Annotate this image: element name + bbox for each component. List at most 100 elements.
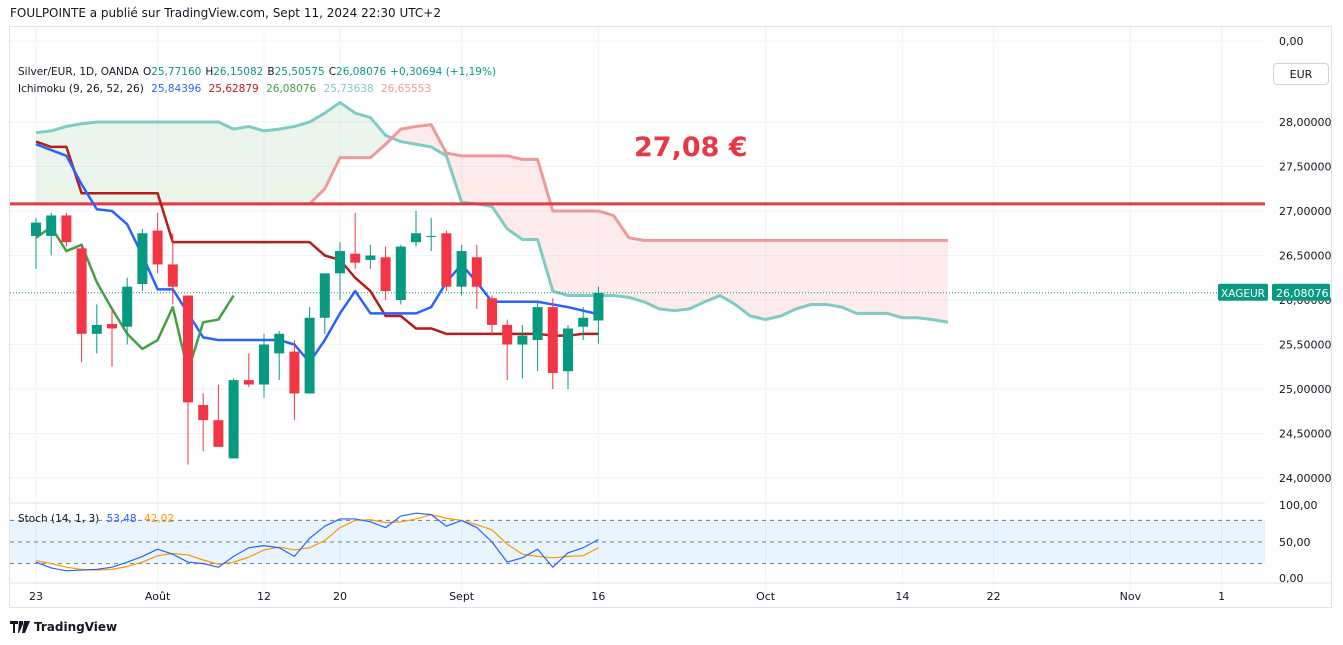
cloud-segment — [811, 240, 827, 305]
candle-body — [547, 307, 558, 373]
cloud-segment — [416, 124, 432, 147]
high-letter: H — [205, 66, 214, 78]
cloud-segment — [568, 211, 584, 296]
ichimoku-legend: Ichimoku (9, 26, 52, 26) 25,84396 25,628… — [18, 83, 435, 95]
cloud-segment — [659, 240, 675, 311]
candle-body — [517, 335, 528, 345]
price-axis-tick: 24,00000 — [1279, 472, 1332, 485]
cloud-segment — [81, 122, 97, 204]
stoch-k-line — [35, 512, 599, 572]
price-axis-tick: 27,50000 — [1279, 161, 1332, 174]
cloud-segment — [172, 122, 188, 204]
open-letter: O — [142, 66, 152, 78]
cloud-segment — [644, 240, 660, 309]
cloud-segment — [476, 155, 492, 207]
cloud-segment — [294, 122, 310, 204]
axes: 0,00 28,00000 27,50000 27,00000 26,50000 26,0… — [10, 35, 1332, 603]
symbol-tag-bg — [1218, 283, 1268, 301]
cloud-segment — [856, 240, 872, 314]
stoch-pane — [10, 502, 1265, 572]
cloud-segment — [932, 240, 948, 323]
span-b-value: 26,65553 — [380, 83, 432, 95]
candle-body — [198, 405, 209, 421]
candle-body — [593, 292, 604, 321]
ohlc-legend: Silver/EUR, 1D, OANDA O25,77160 H26,15082 B… — [18, 66, 500, 78]
candle-body — [46, 215, 57, 236]
price-axis-tick: 26,50000 — [1279, 250, 1332, 263]
candle-body — [411, 233, 421, 243]
candle-body — [167, 264, 178, 287]
candle-body — [122, 286, 133, 327]
cloud-segment — [917, 240, 933, 320]
time-axis-tick: Août — [145, 590, 171, 603]
cloud-segment — [841, 240, 857, 314]
low-value: 25,50575 — [274, 66, 325, 78]
cloud-segment — [552, 211, 568, 296]
cloud-segment — [188, 122, 204, 204]
chikou-span-line — [35, 225, 235, 373]
time-axis-tick: 1 — [1218, 590, 1225, 603]
candle-body — [243, 380, 254, 385]
cloud-segment — [628, 237, 644, 302]
footer: TradingView — [10, 620, 117, 634]
candle-body — [31, 222, 41, 236]
candle-body — [319, 273, 330, 318]
currency-button[interactable]: EUR — [1273, 63, 1329, 85]
cloud-segment — [355, 113, 371, 158]
cloud-segment — [735, 240, 751, 317]
low-letter: B — [267, 66, 275, 78]
cloud-segment — [127, 122, 143, 204]
cloud-segment — [142, 122, 158, 204]
candle-body — [350, 253, 361, 263]
candle-body — [471, 257, 482, 287]
time-axis-tick: 16 — [591, 590, 605, 603]
candle-body — [213, 420, 224, 447]
close-letter: C — [328, 66, 337, 78]
cloud-segment — [507, 155, 523, 240]
cloud-segment — [537, 159, 553, 292]
cloud-segment — [264, 129, 280, 204]
symbol-tag: XAGEUR — [1221, 288, 1265, 300]
time-axis-tick: 22 — [987, 590, 1001, 603]
cloud-segment — [324, 102, 340, 189]
cloud-segment — [720, 240, 736, 305]
price-axis-tick: 27,00000 — [1279, 205, 1332, 218]
candle-body — [61, 215, 72, 243]
candle-body — [395, 246, 406, 300]
candle-body — [137, 233, 148, 284]
time-axis-tick: 20 — [333, 590, 347, 603]
cloud-segment — [674, 240, 690, 311]
symbol-label: Silver/EUR, 1D, OANDA — [18, 66, 139, 78]
candle-body — [365, 255, 376, 260]
cloud-segment — [66, 123, 82, 204]
cloud-segment — [203, 122, 219, 204]
change-value: +0,30694 (+1,19%) — [390, 66, 497, 78]
cloud-segment — [157, 122, 173, 204]
time-axis-tick: 12 — [257, 590, 271, 603]
cloud-segment — [218, 122, 234, 204]
cloud-segment — [598, 211, 614, 296]
cloud-segment — [51, 126, 67, 204]
span-a-value: 25,73638 — [323, 83, 374, 95]
cloud-segment — [309, 113, 325, 204]
price-tag-bg — [1272, 283, 1330, 301]
cloud-segment — [765, 240, 781, 320]
candle-body — [502, 324, 513, 345]
publish-caption: FOULPOINTE a publié sur TradingView.com,… — [10, 6, 441, 20]
kijun-value: 25,62879 — [208, 83, 259, 95]
candle-body — [532, 307, 543, 341]
candle-body — [274, 333, 285, 354]
candle-body — [289, 351, 300, 394]
candle-body — [228, 380, 239, 459]
cloud-segment — [613, 215, 629, 298]
chikou-value: 26,08076 — [266, 83, 317, 95]
stoch-axis-tick: 100,00 — [1279, 499, 1318, 512]
candle-body — [91, 324, 102, 334]
cloud-segment — [704, 240, 720, 302]
price-annotation: 27,08 € — [634, 132, 748, 163]
cloud-segment — [826, 240, 842, 308]
time-axis-tick: Oct — [756, 590, 776, 603]
candle-body — [152, 230, 163, 265]
cloud-segment — [522, 159, 538, 240]
